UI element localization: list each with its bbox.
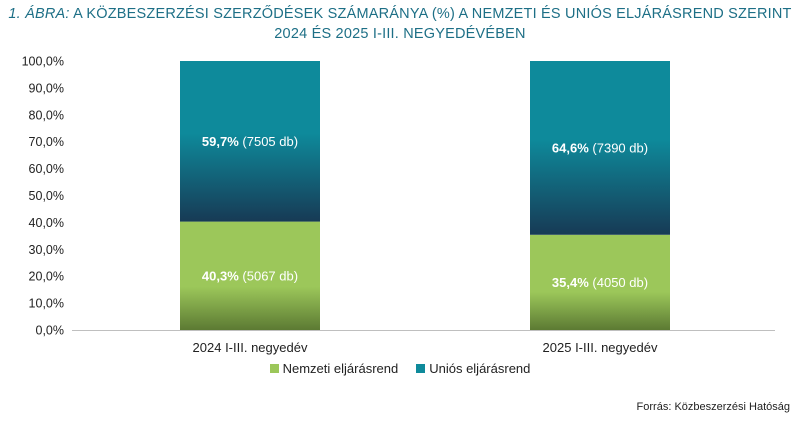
data-label-percent: 40,3%: [202, 268, 242, 283]
figure-number: 1. ÁBRA:: [8, 6, 70, 22]
data-label: 64,6% (7390 db): [552, 140, 648, 155]
x-category-label: 2025 I-III. negyedév: [543, 340, 658, 355]
x-category-label: 2024 I-III. negyedév: [193, 340, 308, 355]
data-label: 40,3% (5067 db): [202, 268, 298, 283]
legend-item-unios: Uniós eljárásrend: [416, 361, 530, 376]
y-tick-label: 50,0%: [29, 189, 64, 203]
legend-swatch-nemzeti: [269, 364, 279, 373]
bar-nemzeti: [530, 234, 670, 330]
data-label: 59,7% (7505 db): [202, 134, 298, 149]
data-label-percent: 64,6%: [552, 140, 592, 155]
y-tick-label: 60,0%: [29, 162, 64, 176]
bar-nemzeti: [180, 221, 320, 330]
bar-unios: [180, 61, 320, 222]
data-label-count: (7390 db): [592, 140, 648, 155]
legend-label-unios: Uniós eljárásrend: [429, 361, 531, 376]
stacked-bar-chart: 0,0% 10,0% 20,0% 30,0% 40,0% 50,0% 60,0% 70,0% 8…: [22, 55, 775, 355]
data-label-percent: 59,7%: [202, 134, 242, 149]
x-axis: 2024 I-III. negyedév 2025 I-III. negyedév: [72, 330, 775, 355]
data-label-count: (5067 db): [242, 268, 298, 283]
data-label-count: (4050 db): [592, 275, 648, 290]
y-tick-label: 90,0%: [29, 81, 64, 95]
legend: Nemzeti eljárásrend Uniós eljárásrend: [0, 361, 800, 376]
y-tick-label: 30,0%: [29, 243, 64, 257]
source-note: Forrás: Közbeszerzési Hatóság: [636, 401, 790, 413]
legend-item-nemzeti: Nemzeti eljárásrend: [269, 361, 399, 376]
y-axis: 0,0% 10,0% 20,0% 30,0% 40,0% 50,0% 60,0% 70,0% 8…: [22, 55, 64, 338]
legend-swatch-unios: [416, 364, 426, 373]
bars: 40,3% (5067 db) 59,7% (7505 db) 35,4% (405…: [180, 61, 670, 330]
data-label: 35,4% (4050 db): [552, 275, 648, 290]
legend-label-nemzeti: Nemzeti eljárásrend: [282, 361, 399, 376]
chart-title: 1. ÁBRA: A KÖZBESZERZÉSI SZERZŐDÉSEK SZÁ…: [0, 4, 800, 44]
y-tick-label: 100,0%: [22, 55, 64, 69]
data-label-percent: 35,4%: [552, 275, 592, 290]
title-line-1: A KÖZBESZERZÉSI SZERZŐDÉSEK SZÁMARÁNYA (…: [73, 6, 792, 22]
title-line-2: 2024 ÉS 2025 I-III. NEGYEDÉVÉBEN: [274, 26, 526, 42]
y-tick-label: 0,0%: [36, 324, 65, 338]
y-tick-label: 80,0%: [29, 108, 64, 122]
y-tick-label: 40,0%: [29, 216, 64, 230]
bar-unios: [530, 61, 670, 235]
data-label-count: (7505 db): [242, 134, 298, 149]
y-tick-label: 20,0%: [29, 270, 64, 284]
y-tick-label: 70,0%: [29, 135, 64, 149]
y-tick-label: 10,0%: [29, 297, 64, 311]
